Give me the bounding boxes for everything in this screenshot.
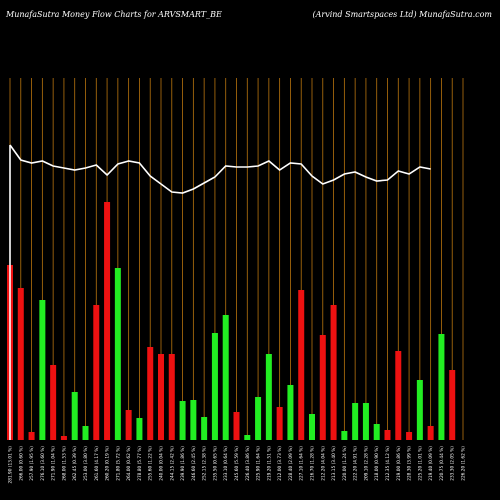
- x-tick-label: 209.10 (2.28 %): [363, 446, 369, 481]
- x-tick-label: 219.40 (0.09 %): [428, 446, 434, 481]
- x-tick-label: 246.60 (2.45 %): [191, 446, 197, 481]
- money-flow-bar: [265, 354, 272, 440]
- money-flow-bar: [114, 268, 121, 440]
- x-tick-label: 212.00 (3.73 %): [277, 446, 283, 481]
- x-tick-label: 233.10 (0.64 %): [223, 446, 229, 481]
- x-tick-label: 271.90 (1.04 %): [51, 446, 57, 481]
- chart-title: MunafaSutra Money Flow Charts for ARVSMA…: [6, 10, 222, 19]
- x-tick-label: 218.00 (0.90 %): [374, 446, 380, 481]
- x-tick-label: 278.80 (5.77 %): [137, 446, 143, 481]
- money-flow-bar: [438, 334, 445, 440]
- x-tick-label: 212.20 (4.04 %): [320, 446, 326, 481]
- x-tick-label: 255.60 (1.22 %): [148, 446, 154, 481]
- money-flow-bar: [201, 417, 208, 440]
- x-axis-labels: 281.90 (13.01 %) 266.00 (0.60 %) 257.90 (1…: [8, 446, 467, 484]
- money-flow-bar: [352, 403, 359, 440]
- x-tick-label: 225.90 (1.64 %): [256, 446, 262, 481]
- x-tick-label: 240.00 (0.04 %): [159, 446, 165, 481]
- money-flow-bar: [190, 400, 197, 440]
- x-tick-label: 266.00 (0.60 %): [18, 446, 24, 481]
- x-tick-label: 212.35 (4.12 %): [385, 446, 391, 481]
- money-flow-bar: [233, 412, 240, 440]
- x-tick-label: 226.40 (3.86 %): [245, 446, 251, 481]
- money-flow-bar: [125, 410, 132, 440]
- money-flow-bar: [179, 401, 186, 440]
- money-flow-bar: [406, 432, 413, 440]
- chart-source: (Arvind Smartspaces Ltd) MunafaSutra.com: [312, 10, 492, 19]
- x-tick-label: 245.60 (5.59 %): [234, 446, 240, 481]
- x-tick-label: 220.75 (0.44 %): [439, 446, 445, 481]
- x-tick-label: 213.15 (3.40 %): [331, 446, 337, 481]
- money-flow-bar: [222, 315, 229, 440]
- money-flow-bar: [50, 365, 57, 440]
- x-tick-label: 261.60 (4.17 %): [94, 446, 100, 481]
- x-tick-label: 225.20 (1.01 %): [417, 446, 423, 481]
- x-tick-label: 239.90 (1.86 %): [180, 446, 186, 481]
- x-tick-label: 222.20 (4.91 %): [353, 446, 359, 481]
- money-flow-bar: [309, 414, 315, 440]
- x-tick-label: 257.90 (1.95 %): [29, 446, 35, 481]
- x-tick-label: 244.15 (2.42 %): [169, 446, 175, 481]
- money-flow-bar: [71, 392, 78, 440]
- grid-lines: [9, 78, 464, 440]
- money-flow-bar: [416, 380, 423, 440]
- money-flow-bar: [276, 407, 283, 440]
- money-flow-bar: [341, 431, 348, 440]
- x-tick-label: 276.10 (3.60 %): [40, 446, 46, 481]
- money-flow-bar: [287, 385, 294, 440]
- money-flow-bar: [244, 435, 251, 440]
- money-flow-bar: [319, 335, 326, 440]
- x-tick-label: 264.00 (0.62 %): [126, 446, 132, 481]
- x-tick-label: 226.20 (1.62 %): [461, 446, 467, 481]
- money-flow-bar: [158, 354, 164, 440]
- money-flow-bar: [147, 347, 154, 440]
- money-flow-bar: [298, 290, 305, 440]
- x-tick-label: 260.20 (0.19 %): [105, 446, 111, 481]
- x-tick-label: 219.00 (0.86 %): [396, 446, 402, 481]
- money-flow-bar: [395, 351, 402, 440]
- money-flow-bar: [362, 403, 369, 440]
- money-flow-bar: [384, 430, 391, 440]
- money-flow-bar: [39, 300, 46, 440]
- money-flow-bar: [427, 426, 434, 440]
- money-flow-bar: [373, 424, 380, 440]
- money-flow-bar: [17, 288, 24, 440]
- money-flow-bar: [28, 432, 35, 440]
- x-tick-label: 253.00 (3.80 %): [83, 446, 89, 481]
- x-tick-label: 233.30 (2.05 %): [450, 446, 456, 481]
- x-tick-label: 262.45 (0.39 %): [72, 446, 78, 481]
- money-flow-bar: [82, 426, 89, 440]
- x-tick-label: 252.15 (2.38 %): [202, 446, 208, 481]
- price-line-path: [9, 144, 431, 194]
- money-flow-bar: [168, 354, 175, 440]
- money-flow-bar: [211, 333, 218, 440]
- x-tick-label: 219.20 (1.51 %): [266, 446, 272, 481]
- x-tick-label: 220.00 (1.24 %): [342, 446, 348, 481]
- x-tick-label: 216.70 (1.28 %): [310, 446, 316, 481]
- money-flow-bar: [330, 305, 337, 440]
- money-flow-bar: [60, 436, 67, 440]
- x-tick-label: 271.80 (5.72 %): [115, 446, 121, 481]
- x-tick-label: 235.50 (0.65 %): [212, 446, 218, 481]
- x-tick-label: 228.40 (2.09 %): [288, 446, 294, 481]
- x-tick-label: 227.10 (1.64 %): [299, 446, 305, 481]
- money-flow-bar: [136, 418, 143, 440]
- money-flow-bar: [93, 305, 100, 440]
- price-line: [9, 144, 431, 440]
- x-tick-label: 268.00 (1.53 %): [61, 446, 67, 481]
- bars: [7, 202, 456, 440]
- x-tick-label: 228.30 (3.99 %): [407, 446, 413, 481]
- money-flow-bar: [104, 202, 111, 440]
- x-tick-label: 281.90 (13.01 %): [8, 446, 14, 484]
- money-flow-bar: [449, 370, 456, 440]
- money-flow-bar: [255, 397, 262, 440]
